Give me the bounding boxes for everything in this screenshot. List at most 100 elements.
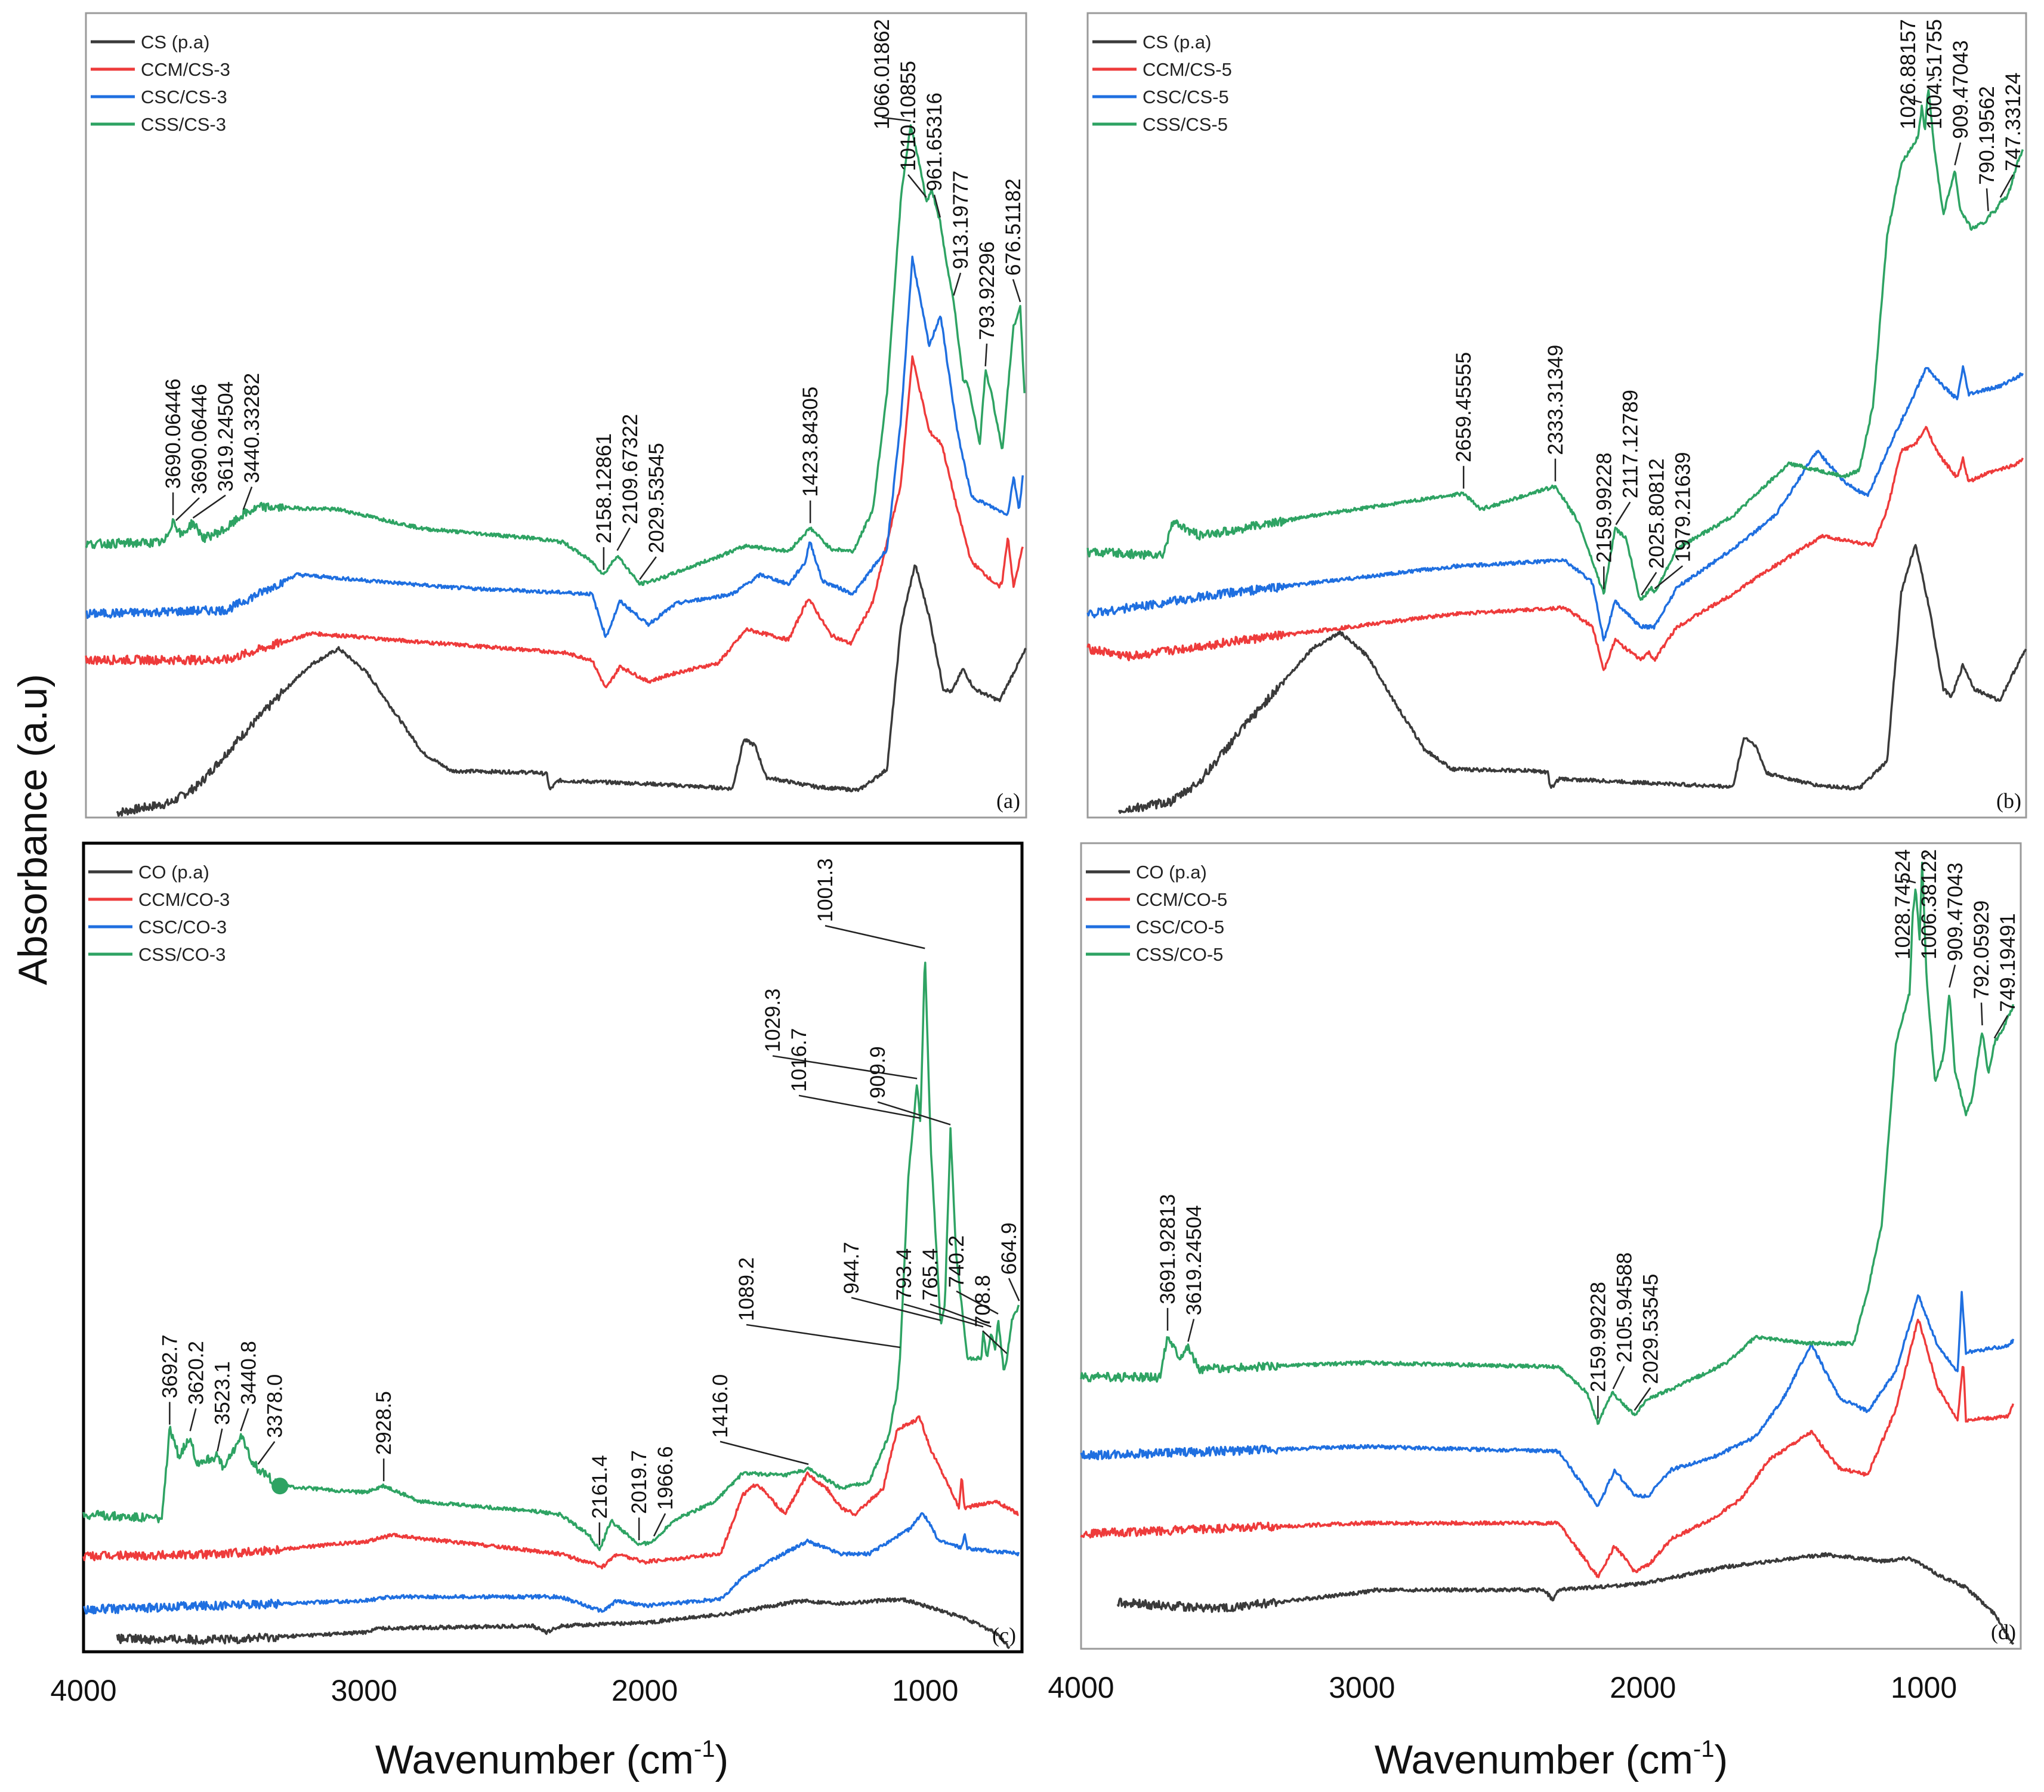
legend-label: CCM/CS-3 [141,59,230,80]
x-axis-title-sup: -1 [694,1736,715,1762]
peak-label: 749.19491 [1996,913,2020,1011]
peak-label: 909.9 [866,1046,890,1099]
legend-label: CSS/CS-3 [141,114,226,135]
peak-label: 3690.06446 [188,384,211,494]
x-axis-title-text: Wavenumber (cm [375,1737,694,1782]
x-axis-title-right: Wavenumber (cm-1) [1375,1736,1728,1782]
legend-label: CS (p.a) [1143,32,1211,53]
peak-leader-line [217,1428,223,1452]
peak-leader-line [720,1441,809,1465]
peak-label: 944.7 [840,1242,863,1294]
x-tick-label: 2000 [1610,1671,1676,1704]
peak-leader-line [877,1101,951,1125]
panel-d: CO (p.a) CCM/CO-5 CSC/CO-5 CSS/CO-5 3691.928… [1048,842,2022,1704]
peak-label: 1016.7 [788,1028,811,1092]
peak-label: 1001.3 [814,858,837,922]
peak-label: 3692.7 [158,1334,181,1398]
peak-label: 3619.24504 [1182,1205,1206,1315]
peak-leader-line [1980,1003,1983,1026]
peak-leader-line [933,195,941,218]
legend-label: CSS/CS-5 [1143,114,1228,135]
peak-leader-line [189,1408,197,1432]
series-line-ccm-co-3 [82,1415,1019,1569]
peak-leader-line [257,1441,276,1465]
peak-leader-line [1928,76,1935,82]
peak-leader-line [1654,565,1684,590]
series-line-co-p-a- [116,1597,1011,1649]
peak-leader-line [1999,174,2014,198]
peak-label: 1966.6 [654,1446,677,1510]
legend-label: CSC/CO-5 [1136,917,1224,937]
peak-leader-line [1187,1319,1195,1342]
plot-frame [1080,842,2022,1650]
peak-label: 2333.31349 [1544,345,1567,455]
peak-label: 2161.4 [588,1455,612,1519]
peak-label: 3691.92813 [1156,1194,1180,1304]
peak-leader-line [1902,878,1916,884]
legend-label: CSC/CS-5 [1143,87,1229,107]
series-line-css-cs-5 [1086,89,2024,601]
peak-leader-line [1615,501,1631,525]
peak-label: 792.05929 [1970,900,1993,999]
legend-label: CO (p.a) [1136,862,1207,883]
peak-leader-line [1922,853,1929,859]
peak-leader-line [1634,1387,1651,1411]
peak-label: 790.19562 [1975,86,1999,184]
x-axis-title-sup: -1 [1693,1736,1715,1762]
peak-leader-line [1008,1278,1020,1301]
peak-label: 793.92296 [975,241,999,340]
peak-label: 3523.1 [211,1361,234,1425]
peak-label: 3620.2 [184,1341,208,1405]
peak-leader-line [1907,98,1922,103]
panel-letter: (b) [1996,789,2021,813]
peak-label: 664.9 [998,1223,1021,1275]
legend-label: CSS/CO-3 [138,944,226,965]
series-line-ccm-cs-3 [85,355,1024,689]
x-tick-label: 1000 [1891,1671,1957,1704]
peak-leader-line [1949,964,1956,988]
peak-label: 961.65316 [923,92,946,191]
peak-label: 1979.21639 [1671,452,1694,562]
peak-label: 2159.99228 [1592,452,1616,563]
peak-label: 3690.06446 [162,378,185,489]
peak-label: 765.4 [919,1248,942,1301]
data-point-marker [271,1478,289,1495]
peak-leader-line [851,1297,941,1321]
peak-leader-line [192,494,226,519]
peak-label: 793.4 [893,1248,916,1301]
peak-leader-line [1612,1366,1625,1390]
peak-label: 1416.0 [709,1374,732,1438]
peak-label: 2029.53545 [1639,1274,1662,1384]
peak-label: 2029.53545 [645,443,668,553]
legend-label: CCM/CS-5 [1143,59,1232,80]
series-line-css-cs-3 [85,124,1026,586]
peak-leader-line [639,556,657,580]
peak-label: 1423.84305 [799,387,822,497]
series-line-csc-co-5 [1080,1291,2015,1507]
x-tick-label: 4000 [1048,1671,1114,1704]
peak-leader-line [1986,188,1989,211]
plot-frame [1086,12,2027,819]
y-axis-title: Absorbance (a.u) [10,674,55,985]
peak-label: 1029.3 [761,988,785,1052]
peak-label: 740.2 [945,1235,968,1288]
peak-label: 3440.33282 [240,373,264,483]
legend-label: CSC/CO-3 [138,917,227,937]
peak-leader-line [1954,142,1962,166]
peak-leader-line [907,174,927,198]
peak-label: 1028.74524 [1891,849,1915,960]
peak-label: 1010.10855 [897,61,920,171]
series-line-co-p-a- [1116,1552,2015,1645]
x-axis-title-close: ) [1714,1737,1728,1782]
legend-label: CSS/CO-5 [1136,944,1223,965]
peak-label: 2109.67322 [619,414,642,525]
peak-label: 3619.24504 [214,381,237,492]
peak-label: 2158.12861 [592,433,616,544]
peak-leader-line [1641,572,1657,596]
panels: CS (p.a) CCM/CS-3 CSC/CS-3 CSS/CS-3 3690.064… [50,12,2027,1707]
legend-label: CSC/CS-3 [141,87,227,107]
peak-label: 2659.45555 [1452,352,1475,462]
legend-label: CCM/CO-3 [138,889,230,910]
peak-label: 2019.7 [628,1450,651,1514]
